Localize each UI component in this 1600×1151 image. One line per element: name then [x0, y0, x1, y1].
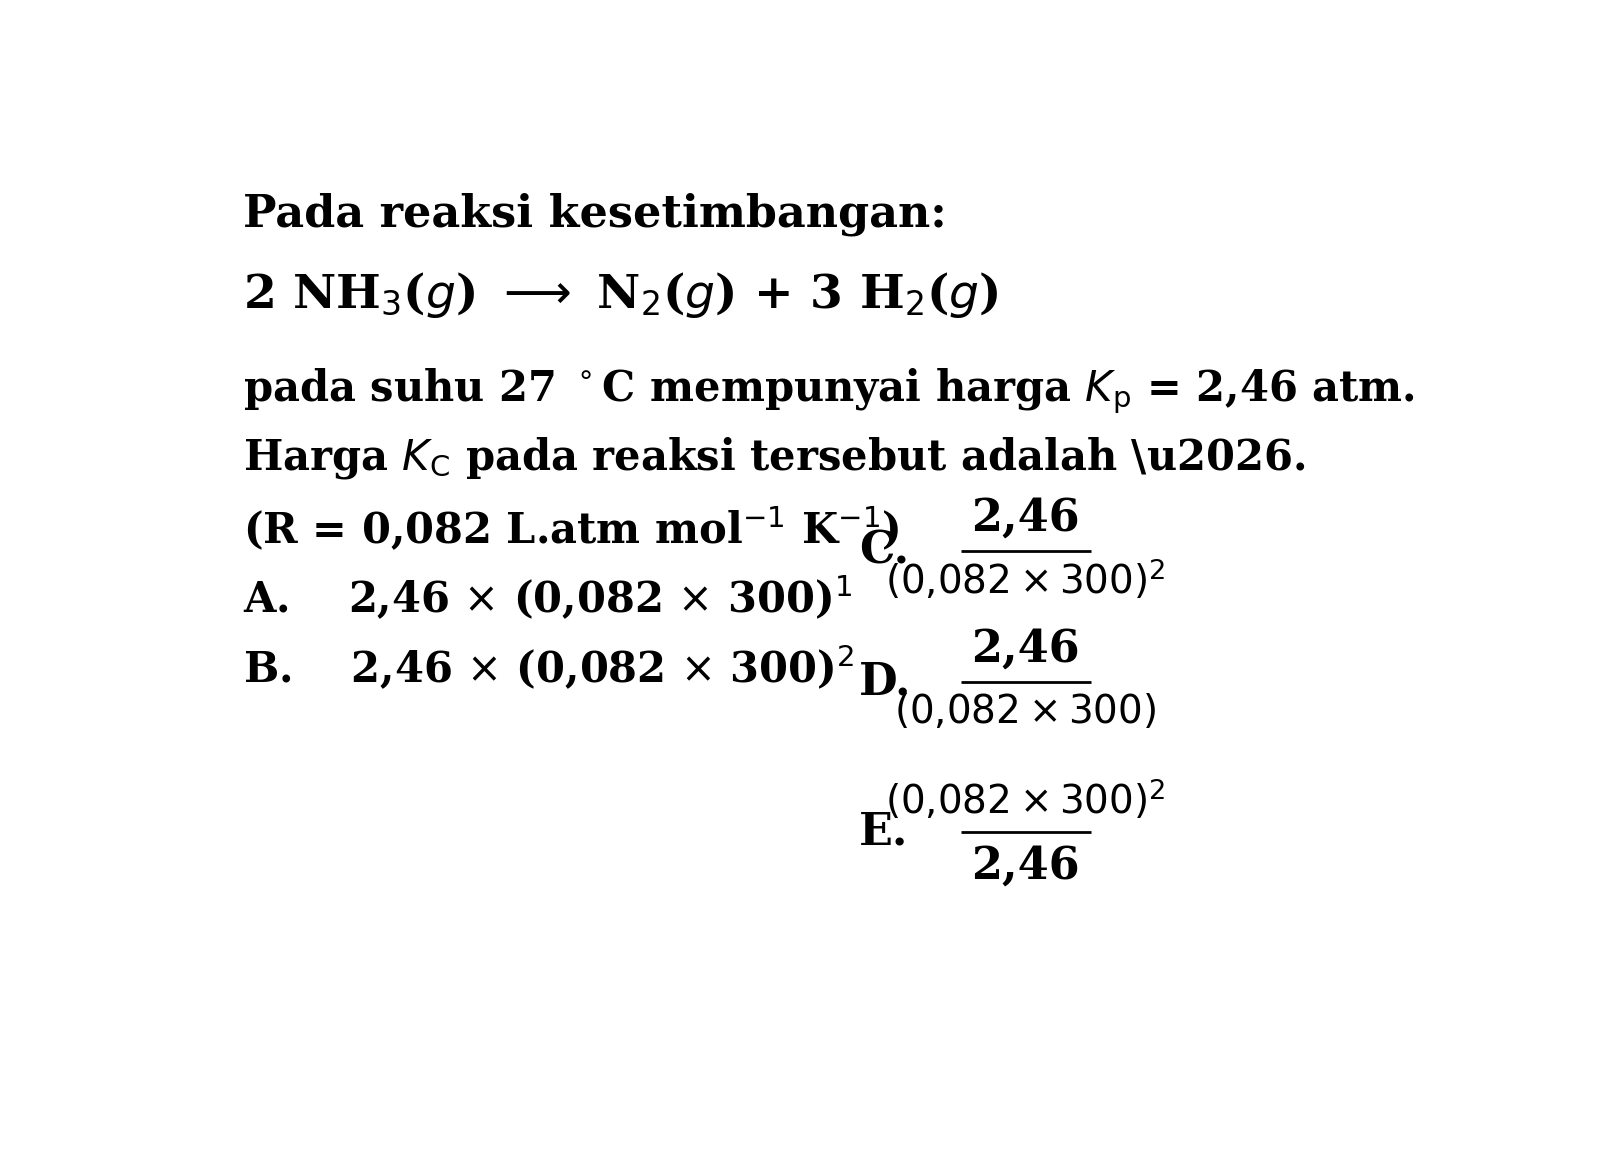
Text: (R = 0,082 L.atm mol$^{-1}$ K$^{-1}$): (R = 0,082 L.atm mol$^{-1}$ K$^{-1}$) — [243, 504, 899, 554]
Text: $(0{,}082\times300)^{2}$: $(0{,}082\times300)^{2}$ — [885, 777, 1166, 822]
Text: $(0{,}082\times300)$: $(0{,}082\times300)$ — [894, 692, 1157, 731]
Text: 2,46: 2,46 — [971, 497, 1080, 540]
Text: 2,46: 2,46 — [971, 845, 1080, 889]
Text: E.: E. — [859, 810, 909, 853]
Text: pada suhu 27 $^\circ$C mempunyai harga $K_{\mathrm{p}}$ = 2,46 atm.: pada suhu 27 $^\circ$C mempunyai harga $… — [243, 366, 1414, 416]
Text: 2,46: 2,46 — [971, 628, 1080, 671]
Text: $(0{,}082\times300)^{2}$: $(0{,}082\times300)^{2}$ — [885, 558, 1166, 602]
Text: Harga $K_{\mathrm{C}}$ pada reaksi tersebut adalah \u2026.: Harga $K_{\mathrm{C}}$ pada reaksi terse… — [243, 435, 1306, 481]
Text: D.: D. — [859, 661, 912, 703]
Text: B.    2,46 $\times$ (0,082 $\times$ 300)$^{2}$: B. 2,46 $\times$ (0,082 $\times$ 300)$^{… — [243, 643, 854, 693]
Text: C.: C. — [859, 529, 909, 572]
Text: 2 NH$_3$($g$) $\longrightarrow$ N$_2$($g$) + 3 H$_2$($g$): 2 NH$_3$($g$) $\longrightarrow$ N$_2$($g… — [243, 269, 998, 320]
Text: A.    2,46 $\times$ (0,082 $\times$ 300)$^{1}$: A. 2,46 $\times$ (0,082 $\times$ 300)$^{… — [243, 574, 851, 623]
Text: Pada reaksi kesetimbangan:: Pada reaksi kesetimbangan: — [243, 192, 946, 236]
